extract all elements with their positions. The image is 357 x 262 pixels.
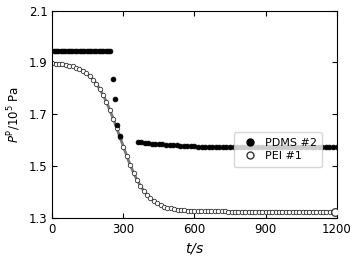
X-axis label: $t$/s: $t$/s — [185, 242, 204, 256]
Y-axis label: $P^\mathrm{P}$/10$^5$ Pa: $P^\mathrm{P}$/10$^5$ Pa — [6, 86, 23, 143]
Legend: PDMS #2, PEI #1: PDMS #2, PEI #1 — [234, 132, 322, 167]
